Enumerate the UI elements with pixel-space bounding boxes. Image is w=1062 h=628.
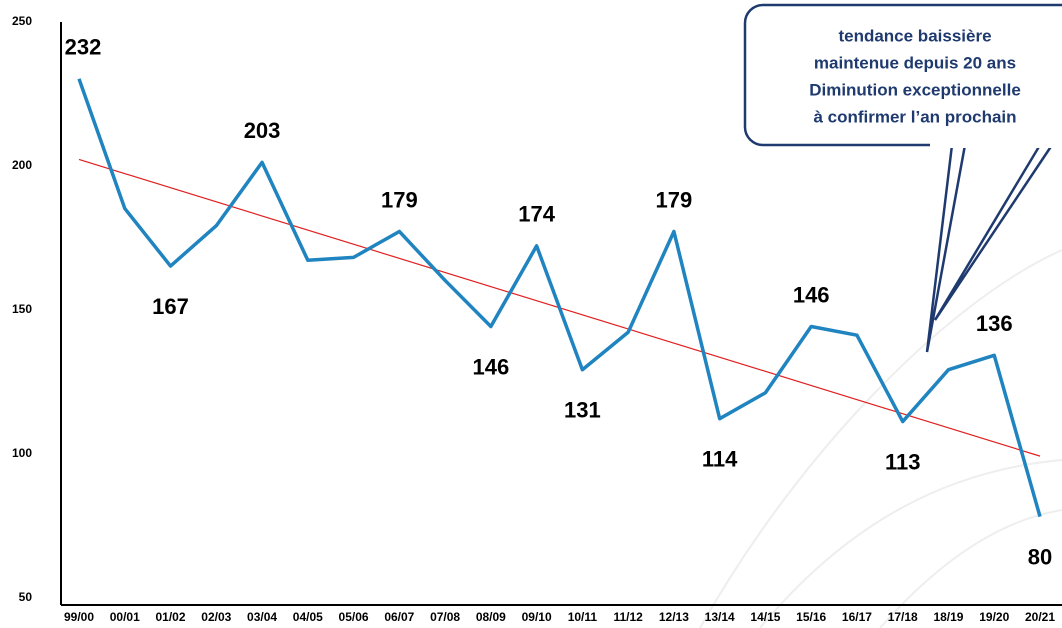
x-tick-label: 08/09 <box>476 610 506 624</box>
x-tick-label: 15/16 <box>796 610 826 624</box>
x-tick-label: 17/18 <box>888 610 918 624</box>
y-tick-label: 200 <box>12 158 32 172</box>
x-tick-label: 02/03 <box>201 610 231 624</box>
value-label: 174 <box>518 202 555 227</box>
x-tick-label: 05/06 <box>339 610 369 624</box>
x-tick-label: 09/10 <box>522 610 552 624</box>
value-label: 146 <box>793 282 830 307</box>
x-tick-label: 19/20 <box>979 610 1009 624</box>
x-tick-label: 06/07 <box>384 610 414 624</box>
value-label: 179 <box>656 187 693 212</box>
value-label: 113 <box>885 449 921 474</box>
x-tick-label: 10/11 <box>568 610 598 624</box>
annotation-text: tendance baissière <box>838 26 991 45</box>
x-tick-label: 13/14 <box>705 610 735 624</box>
annotation-box <box>743 3 1062 147</box>
pointer-cover <box>930 140 1062 148</box>
y-tick-label: 150 <box>12 302 32 316</box>
x-tick-label: 03/04 <box>247 610 277 624</box>
value-label: 131 <box>564 398 601 423</box>
annotation-text: Diminution exceptionnelle <box>809 80 1021 99</box>
annotation-pointer <box>925 144 1054 353</box>
y-tick-label: 50 <box>19 590 33 604</box>
x-tick-label: 14/15 <box>750 610 780 624</box>
x-tick-label: 07/08 <box>430 610 460 624</box>
value-label: 80 <box>1028 544 1052 569</box>
value-label: 136 <box>976 311 1013 336</box>
x-tick-label: 99/00 <box>64 610 94 624</box>
value-label: 179 <box>381 187 418 212</box>
x-tick-label: 12/13 <box>659 610 689 624</box>
x-tick-label: 11/12 <box>613 610 643 624</box>
x-tick-label: 00/01 <box>110 610 140 624</box>
x-tick-label: 16/17 <box>842 610 872 624</box>
value-label: 167 <box>152 294 189 319</box>
annotation-text: à confirmer l’an prochain <box>813 107 1016 126</box>
x-tick-label: 01/02 <box>156 610 186 624</box>
x-tick-label: 18/19 <box>933 610 963 624</box>
y-tick-label: 250 <box>12 14 32 28</box>
decor-arc <box>699 249 1062 628</box>
value-label: 114 <box>702 446 738 471</box>
x-tick-label: 20/21 <box>1025 610 1055 624</box>
value-label: 203 <box>244 118 281 143</box>
y-tick-label: 100 <box>12 446 32 460</box>
annotation-text: maintenue depuis 20 ans <box>814 53 1016 72</box>
x-tick-label: 04/05 <box>293 610 323 624</box>
data-line <box>77 78 1042 518</box>
decor-arc <box>759 459 1062 628</box>
value-label: 232 <box>65 35 102 60</box>
value-label: 146 <box>472 354 509 379</box>
